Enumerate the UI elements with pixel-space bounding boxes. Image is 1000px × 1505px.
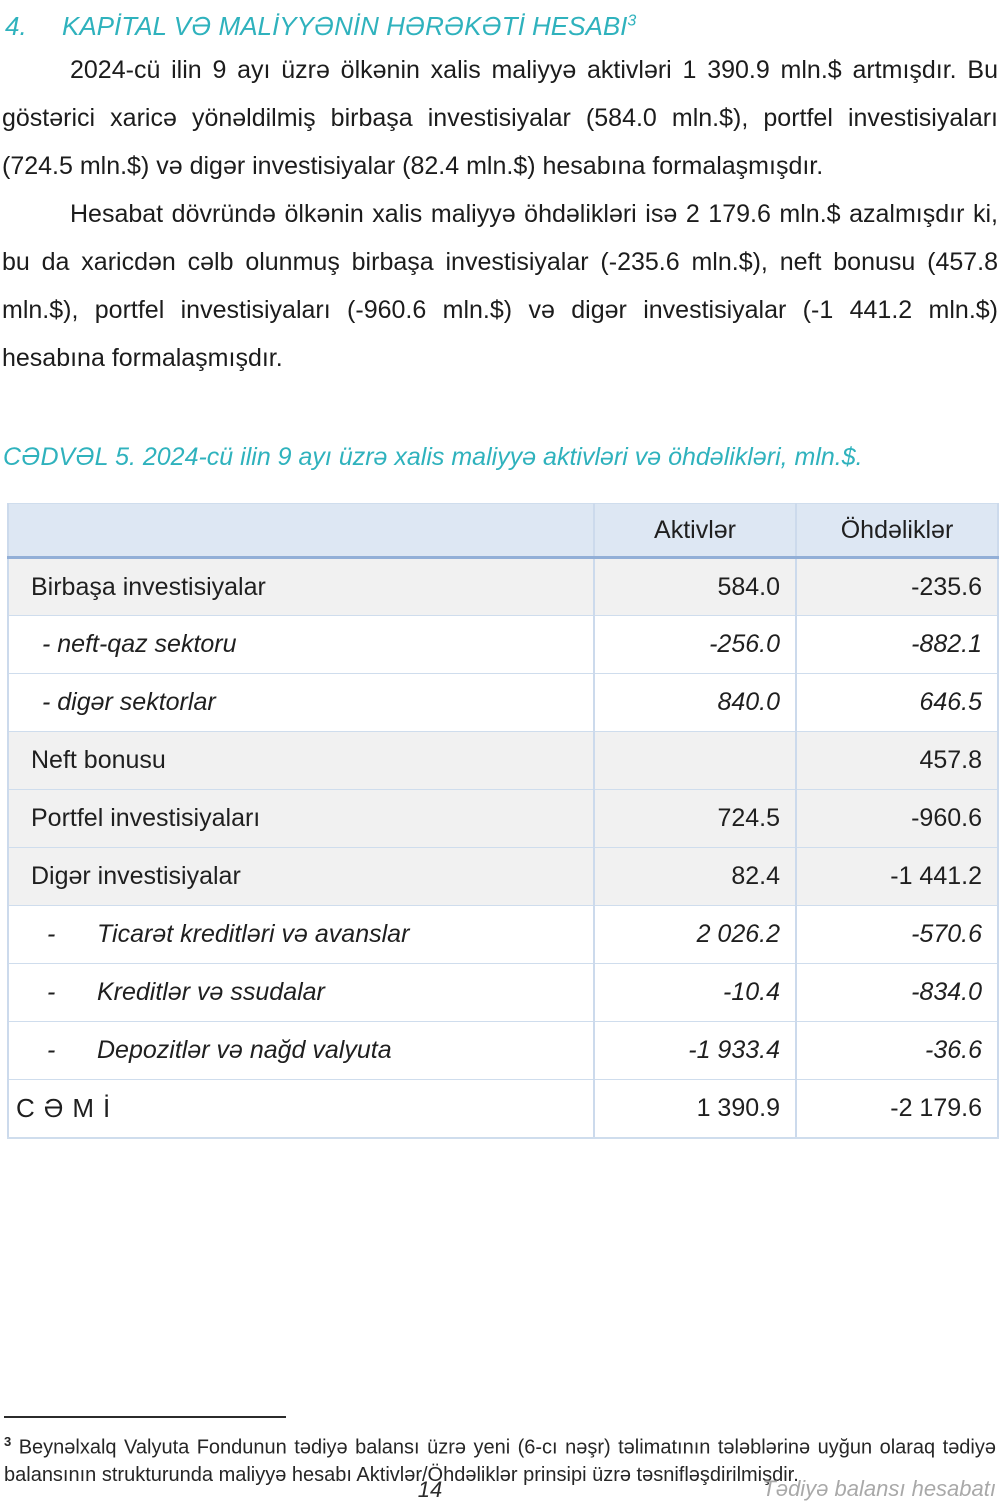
financial-table: Aktivlər Öhdəliklər Birbaşa investisiyal… (7, 503, 999, 1139)
header-empty-cell (7, 503, 595, 559)
header-liabilities: Öhdəliklər (795, 503, 999, 559)
dash-bullet: - (47, 978, 56, 1006)
liabilities-value: -235.6 (795, 557, 999, 616)
row-label: - Ticarət kreditləri və avanslar (7, 905, 595, 964)
assets-value: 82.4 (593, 847, 797, 906)
table-header-row: Aktivlər Öhdəliklər (7, 503, 999, 559)
table-caption: CƏDVƏL 5. 2024-cü ilin 9 ayı üzrə xalis … (3, 443, 863, 471)
liabilities-value: -570.6 (795, 905, 999, 964)
footnote: 3 Beynəlxalq Valyuta Fondunun tədiyə bal… (4, 1428, 996, 1489)
liabilities-value: -834.0 (795, 963, 999, 1022)
liabilities-value: 646.5 (795, 673, 999, 732)
paragraph-net-liabilities: Hesabat dövründə ölkənin xalis maliyyə ö… (2, 200, 998, 372)
liabilities-value: 457.8 (795, 731, 999, 790)
assets-value (593, 731, 797, 790)
row-label: Neft bonusu (7, 731, 595, 790)
paragraph-net-assets: 2024-cü ilin 9 ayı üzrə ölkənin xalis ma… (2, 56, 998, 180)
assets-value: 584.0 (593, 557, 797, 616)
section-number: 4. (5, 11, 27, 41)
row-label: - digər sektorlar (7, 673, 595, 732)
assets-value: 1 390.9 (593, 1079, 797, 1139)
table-row: CƏMİ 1 390.9 -2 179.6 (7, 1079, 999, 1139)
heading-footnote-ref: 3 (627, 12, 637, 30)
footnote-text: Beynəlxalq Valyuta Fondunun tədiyə balan… (4, 1436, 996, 1486)
table-row: Birbaşa investisiyalar 584.0 -235.6 (7, 557, 999, 616)
row-label: - Depozitlər və nağd valyuta (7, 1021, 595, 1080)
assets-value: 840.0 (593, 673, 797, 732)
footer-report-title: Tədiyə balansı hesabatı (762, 1476, 996, 1501)
table-row: Portfel investisiyaları 724.5 -960.6 (7, 789, 999, 848)
row-label: CƏMİ (7, 1079, 595, 1139)
assets-value: -10.4 (593, 963, 797, 1022)
table-row: - Depozitlər və nağd valyuta -1 933.4 -36.6 (7, 1021, 999, 1080)
assets-value: -256.0 (593, 615, 797, 674)
liabilities-value: -960.6 (795, 789, 999, 848)
row-label: Digər investisiyalar (7, 847, 595, 906)
table-row: Neft bonusu 457.8 (7, 731, 999, 790)
row-label: - neft-qaz sektoru (7, 615, 595, 674)
section-title: KAPİTAL VƏ MALİYYƏNİN HƏRƏKƏTİ HESABI3 (62, 11, 637, 41)
footnote-separator (4, 1416, 286, 1418)
row-label: Portfel investisiyaları (7, 789, 595, 848)
section-heading: 4. KAPİTAL VƏ MALİYYƏNİN HƏRƏKƏTİ HESABI… (5, 10, 995, 42)
table-row: - neft-qaz sektoru -256.0 -882.1 (7, 615, 999, 674)
dash-bullet: - (47, 1036, 56, 1064)
table-row: Digər investisiyalar 82.4 -1 441.2 (7, 847, 999, 906)
assets-value: 2 026.2 (593, 905, 797, 964)
assets-value: 724.5 (593, 789, 797, 848)
dash-bullet: - (47, 920, 56, 948)
liabilities-value: -882.1 (795, 615, 999, 674)
liabilities-value: -2 179.6 (795, 1079, 999, 1139)
liabilities-value: -1 441.2 (795, 847, 999, 906)
liabilities-value: -36.6 (795, 1021, 999, 1080)
header-assets: Aktivlər (593, 503, 797, 559)
table-row: - Kreditlər və ssudalar -10.4 -834.0 (7, 963, 999, 1022)
table-row: - Ticarət kreditləri və avanslar 2 026.2 -5… (7, 905, 999, 964)
row-label: - Kreditlər və ssudalar (7, 963, 595, 1022)
page-number: 14 (417, 1477, 443, 1502)
footnote-marker: 3 (4, 1434, 12, 1449)
assets-value: -1 933.4 (593, 1021, 797, 1080)
table-row: - digər sektorlar 840.0 646.5 (7, 673, 999, 732)
row-label: Birbaşa investisiyalar (7, 557, 595, 616)
